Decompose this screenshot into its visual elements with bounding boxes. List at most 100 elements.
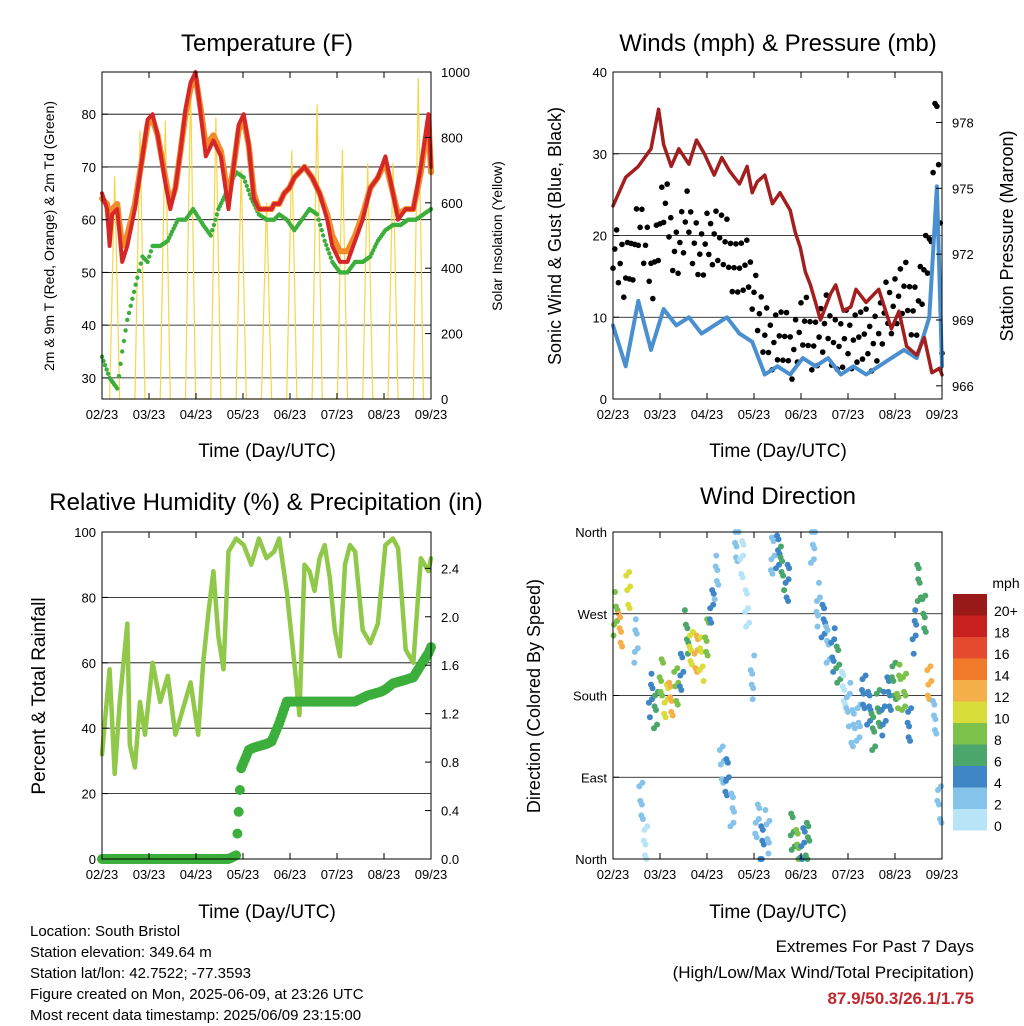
- wind-direction-point: [794, 830, 801, 837]
- wind-direction-point: [916, 579, 923, 586]
- solar-insolation-line: [108, 77, 424, 400]
- wind-direction-point: [866, 692, 873, 699]
- data-timestamp: Most recent data timestamp: 2025/06/09 2…: [30, 1007, 362, 1024]
- wind-direction-point: [749, 670, 756, 677]
- rh-ytick-label: 40: [82, 721, 96, 736]
- wind-direction-point: [915, 565, 922, 572]
- wind-direction-point: [831, 625, 838, 632]
- wind-direction-point: [910, 650, 917, 657]
- rh-xtick-label: 07/23: [321, 867, 354, 882]
- gust-point: [906, 283, 913, 290]
- dewpoint-point: [211, 222, 217, 228]
- wind-direction-xtick-label: 04/23: [691, 867, 724, 882]
- pressure-ytick-right-label: 972: [952, 247, 974, 262]
- extremes-subheading: (High/Low/Max Wind/Total Precipitation): [672, 963, 974, 982]
- dewpoint-point: [213, 217, 218, 222]
- wind-direction-point: [762, 807, 769, 813]
- gust-point: [780, 357, 786, 364]
- wind-direction-point: [922, 628, 929, 635]
- gust-point: [724, 216, 730, 222]
- gust-point: [904, 307, 911, 314]
- wind-direction-xtick-label: 03/23: [644, 867, 677, 882]
- wind-direction-point: [857, 723, 863, 730]
- gust-point: [763, 305, 770, 311]
- dewpoint-point: [123, 328, 128, 333]
- wind-direction-point: [737, 556, 743, 563]
- gust-point: [803, 294, 810, 301]
- rh-ytick-label: 60: [82, 656, 96, 671]
- wind-direction-point: [905, 708, 912, 715]
- dewpoint-point: [105, 371, 111, 376]
- gust-point: [921, 267, 927, 273]
- gust-point: [639, 206, 645, 213]
- gust-point: [872, 313, 878, 320]
- rh-ytick-label: 80: [82, 590, 96, 605]
- wind-direction-point: [711, 596, 718, 603]
- gust-point: [816, 334, 822, 340]
- dewpoint-point: [126, 310, 132, 316]
- gust-point: [668, 214, 674, 221]
- winds-xtick-label: 09/23: [926, 407, 959, 422]
- wind-direction-point: [751, 652, 758, 659]
- dewpoint-point: [208, 233, 213, 238]
- winds-xtick-label: 06/23: [785, 407, 818, 422]
- gust-point: [866, 323, 873, 330]
- gust-point: [897, 266, 904, 272]
- temperature-plot-frame: [101, 71, 432, 400]
- gust-point: [678, 208, 685, 215]
- wind-direction-point: [833, 665, 840, 672]
- gust-point: [659, 184, 665, 190]
- gust-point: [687, 209, 694, 215]
- gust-point: [650, 295, 656, 302]
- dewpoint-point: [318, 222, 323, 228]
- rh-series: [99, 536, 434, 777]
- gust-point: [807, 318, 813, 325]
- wind-direction-point: [912, 607, 919, 614]
- precip-ytick-right-label: 0.4: [441, 804, 459, 819]
- winds-ytick-label: 0: [600, 392, 607, 407]
- gust-point: [875, 330, 882, 337]
- gust-point: [830, 339, 837, 346]
- wind-direction-point: [851, 725, 858, 732]
- temperature-panel: Temperature (F) 304050607080020040060080…: [41, 30, 505, 462]
- gust-point: [745, 284, 752, 290]
- temperature-xtick-label: 03/23: [133, 407, 166, 422]
- wind-direction-point: [778, 543, 784, 550]
- gust-point: [693, 220, 699, 226]
- dewpoint-point: [125, 317, 130, 323]
- dewpoint-point: [321, 233, 326, 238]
- wind-direction-point: [909, 636, 916, 643]
- station-info: Location: South Bristol Station elevatio…: [30, 921, 364, 1026]
- gust-point: [702, 241, 708, 247]
- wind-direction-point: [660, 659, 667, 666]
- dewpoint-point: [325, 247, 330, 252]
- wind-direction-point: [638, 801, 645, 808]
- wind-direction-point: [661, 699, 668, 706]
- wind-direction-point: [780, 572, 787, 579]
- winds-ytick-label: 40: [593, 65, 607, 80]
- wind-direction-point: [744, 590, 751, 597]
- gust-point: [883, 279, 889, 286]
- gust-point: [753, 272, 759, 279]
- colorbar-label: 4: [994, 775, 1002, 791]
- gust-point: [857, 309, 864, 315]
- gust-point: [772, 312, 779, 318]
- wind-direction-panel: Wind Direction NorthEastSouthWestNorth02…: [524, 483, 1020, 923]
- dewpoint-point: [322, 238, 327, 243]
- wind-direction-point: [704, 652, 711, 659]
- colorbar-label: 12: [994, 689, 1010, 705]
- gust-point: [762, 332, 768, 339]
- wind-direction-point: [841, 687, 848, 693]
- solar-ytick-right-label: 600: [441, 196, 463, 211]
- gust-point: [895, 293, 902, 300]
- solar-ytick-right-label: 800: [441, 130, 463, 145]
- pressure-series: [611, 107, 944, 377]
- wind-direction-point: [781, 587, 788, 594]
- dewpoint-point: [148, 249, 154, 254]
- rh-xtick-label: 02/23: [86, 867, 119, 882]
- wind-direction-point: [895, 694, 902, 701]
- wind-direction-point: [633, 630, 640, 637]
- wind-direction-point: [861, 705, 868, 712]
- wind-direction-point: [749, 696, 756, 703]
- gust-point: [908, 332, 915, 338]
